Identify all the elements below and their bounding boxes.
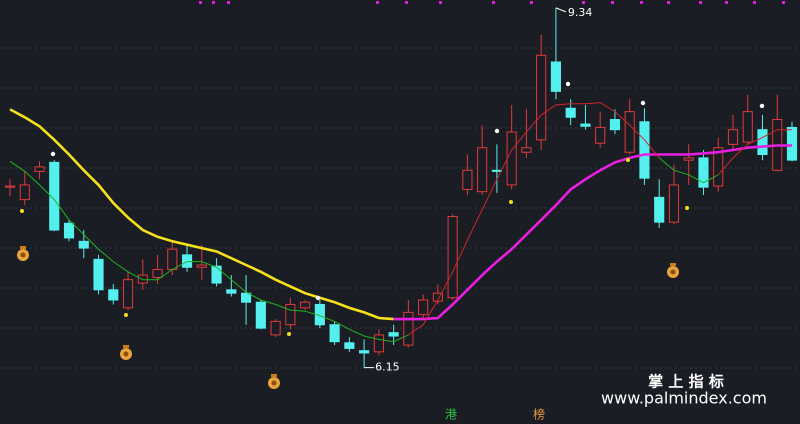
- moving-average-line: [393, 144, 792, 321]
- candle-body: [359, 350, 370, 354]
- candle-body: [181, 254, 193, 268]
- candle-body: [609, 119, 621, 131]
- signal-dots: [20, 81, 765, 336]
- plot: 9.34 6.15: [4, 6, 798, 374]
- candle-body: [432, 292, 443, 302]
- badge: 榜: [533, 407, 545, 422]
- candle-body: [78, 240, 89, 249]
- candle-body: [521, 147, 532, 153]
- leader-line: [555, 7, 567, 13]
- candle-body: [595, 126, 606, 144]
- candle-body: [122, 279, 134, 309]
- candle-body: [241, 292, 252, 303]
- candle-body: [654, 196, 665, 223]
- watermark-title: 掌 上 指 标: [648, 373, 724, 391]
- candle-body: [491, 169, 502, 172]
- candle-body: [506, 131, 517, 186]
- moving-average-line: [408, 102, 792, 336]
- candle-body: [4, 185, 16, 188]
- candle-body: [388, 332, 399, 337]
- moving-average-line: [9, 108, 394, 321]
- candle-body: [713, 147, 724, 187]
- candle-body: [49, 161, 60, 231]
- candle-body: [300, 301, 311, 309]
- candle-body: [757, 129, 768, 155]
- badge: 港: [445, 408, 457, 422]
- background-grid: [0, 47, 800, 369]
- money-bag-icons: [17, 246, 679, 389]
- candle-body: [285, 303, 296, 326]
- candle-body: [624, 111, 635, 153]
- candle-body: [108, 289, 119, 301]
- candle-body: [418, 299, 429, 316]
- top-markers: [199, 1, 785, 4]
- candle-body: [727, 129, 739, 145]
- watermark-url: www.palmindex.com: [601, 389, 767, 408]
- candle-body: [196, 264, 207, 268]
- candle-body: [329, 324, 340, 343]
- candle-body: [742, 111, 753, 143]
- high-label: 9.34: [568, 6, 593, 19]
- candle-body: [683, 157, 694, 161]
- candle-body: [565, 107, 576, 118]
- candle-body: [698, 157, 709, 188]
- candle-body: [639, 121, 650, 179]
- candle-body: [447, 216, 458, 299]
- candle-body: [580, 123, 591, 127]
- candle-body: [34, 166, 45, 172]
- candle-body: [536, 54, 547, 141]
- candle-body: [211, 265, 222, 284]
- candle-body: [63, 222, 75, 239]
- candle-body: [403, 311, 414, 346]
- candle-body: [93, 258, 104, 291]
- candle-body: [550, 61, 561, 92]
- candle-body: [226, 289, 237, 294]
- candle-body: [786, 126, 798, 161]
- candle-body: [477, 147, 488, 193]
- candle-body: [270, 320, 281, 336]
- candle-body: [19, 184, 30, 201]
- candle-body: [668, 184, 680, 223]
- moving-average-line: [9, 157, 719, 343]
- candle-body: [255, 301, 266, 329]
- candle-body: [462, 169, 473, 190]
- low-label: 6.15: [375, 361, 400, 374]
- candle-body: [167, 248, 178, 271]
- candle-body: [344, 342, 355, 349]
- candle-body: [137, 274, 148, 284]
- candle-body: [152, 269, 163, 278]
- candle-body: [373, 334, 384, 353]
